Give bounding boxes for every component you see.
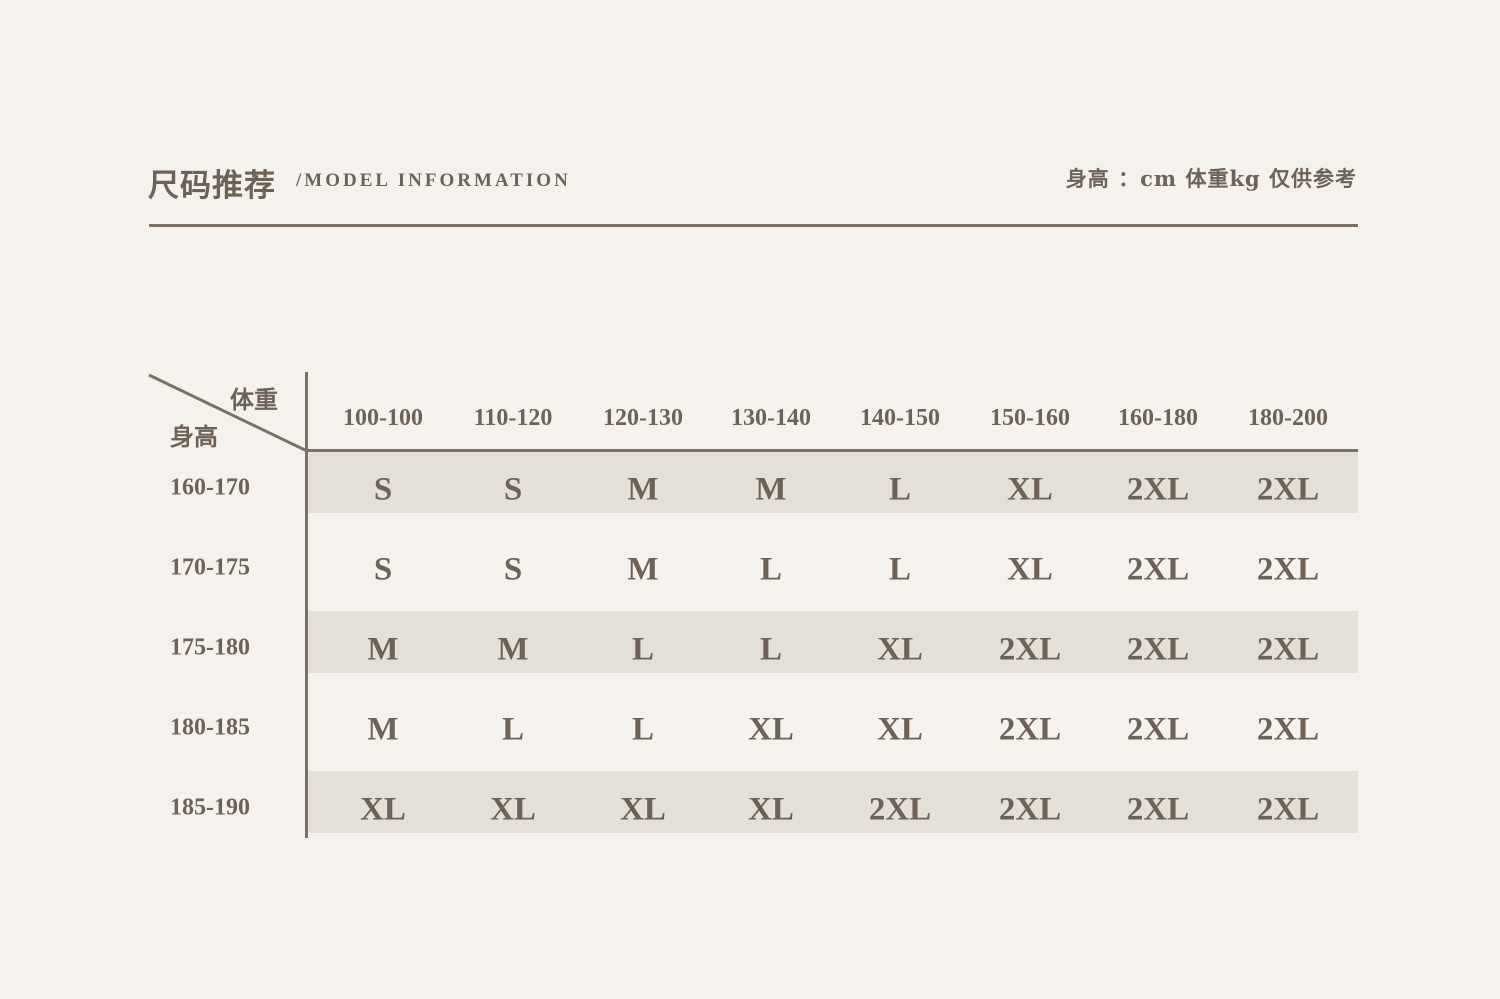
- size-cell: 2XL: [1256, 631, 1320, 668]
- column-header: 140-150: [860, 405, 940, 431]
- size-cell: XL: [1007, 551, 1053, 588]
- size-cell: S: [503, 551, 523, 588]
- corner-height-label: 身高: [170, 422, 218, 451]
- row-band: [308, 451, 1358, 513]
- row-header: 170-175: [170, 554, 250, 581]
- size-cell: M: [755, 471, 787, 508]
- units-note: 身高 ：cm 体重kg 仅供参考: [1065, 166, 1357, 191]
- size-cell: XL: [877, 711, 923, 748]
- size-cell: L: [759, 631, 783, 668]
- size-cell: 2XL: [1126, 631, 1190, 668]
- size-cell: XL: [748, 791, 794, 828]
- column-header-divider: [307, 449, 1358, 452]
- size-cell: 2XL: [1126, 711, 1190, 748]
- size-cell: M: [627, 471, 659, 508]
- column-header: 120-130: [603, 405, 683, 431]
- row-header: 180-185: [170, 714, 250, 741]
- column-header: 100-100: [343, 405, 423, 431]
- corner-weight-label: 体重: [230, 385, 278, 414]
- size-cell: M: [627, 551, 659, 588]
- column-header: 150-160: [990, 405, 1070, 431]
- size-cell: L: [631, 631, 655, 668]
- size-cell: 2XL: [1126, 791, 1190, 828]
- size-cell: 2XL: [1256, 551, 1320, 588]
- size-cell: XL: [877, 631, 923, 668]
- size-cell: L: [759, 551, 783, 588]
- size-cell: 2XL: [1126, 551, 1190, 588]
- column-header: 130-140: [731, 405, 811, 431]
- row-header: 160-170: [170, 474, 250, 501]
- column-header: 160-180: [1118, 405, 1198, 431]
- size-cell: L: [631, 711, 655, 748]
- size-cell: L: [888, 471, 912, 508]
- size-cell: 2XL: [1256, 711, 1320, 748]
- column-header: 110-120: [473, 405, 553, 431]
- title-chinese: 尺码推荐: [148, 168, 276, 204]
- column-header: 180-200: [1248, 405, 1328, 431]
- size-cell: M: [497, 631, 529, 668]
- size-cell: XL: [360, 791, 406, 828]
- size-cell: 2XL: [1256, 791, 1320, 828]
- size-cell: 2XL: [1126, 471, 1190, 508]
- size-cell: L: [501, 711, 525, 748]
- size-cell: 2XL: [998, 791, 1062, 828]
- size-cell: 2XL: [998, 711, 1062, 748]
- size-cell: XL: [490, 791, 536, 828]
- size-cell: S: [503, 471, 523, 508]
- row-header: 185-190: [170, 794, 250, 821]
- row-header-divider: [305, 372, 308, 838]
- size-cell: XL: [620, 791, 666, 828]
- size-cell: M: [367, 711, 399, 748]
- title-english: /MODEL INFORMATION: [296, 170, 571, 191]
- size-cell: 2XL: [1256, 471, 1320, 508]
- size-cell: S: [373, 551, 393, 588]
- size-cell: M: [367, 631, 399, 668]
- row-band: [308, 771, 1358, 833]
- row-header: 175-180: [170, 634, 250, 661]
- header-divider: [149, 224, 1358, 227]
- size-cell: XL: [1007, 471, 1053, 508]
- size-cell: 2XL: [998, 631, 1062, 668]
- size-cell: 2XL: [868, 791, 932, 828]
- size-cell: S: [373, 471, 393, 508]
- size-cell: L: [888, 551, 912, 588]
- size-cell: XL: [748, 711, 794, 748]
- row-band: [308, 611, 1358, 673]
